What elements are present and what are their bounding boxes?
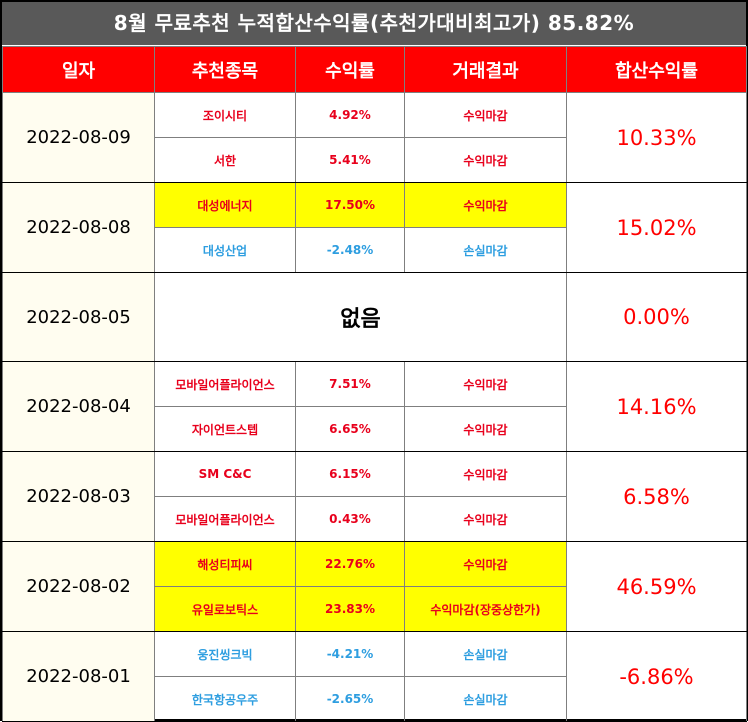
return-rate-cell: 5.41% bbox=[295, 137, 405, 183]
total-return-cell: 46.59% bbox=[566, 541, 747, 632]
stock-name-cell: 웅진씽크빅 bbox=[154, 631, 296, 677]
table-row: 모바일어플라이언스 0.43% 수익마감 bbox=[3, 496, 747, 542]
trade-result-cell: 손실마감 bbox=[404, 631, 567, 677]
column-header-total: 합산수익률 bbox=[566, 46, 747, 93]
date-cell: 2022-08-03 bbox=[2, 451, 155, 542]
table-row: 한국항공우주 -2.65% 손실마감 bbox=[3, 676, 747, 722]
stock-name-cell: 해성티피씨 bbox=[154, 541, 296, 587]
total-return-cell: -6.86% bbox=[566, 631, 747, 722]
date-cell: 2022-08-09 bbox=[2, 92, 155, 183]
return-rate-cell: -2.65% bbox=[295, 676, 405, 722]
no-recommendation-cell: 없음 bbox=[154, 272, 567, 362]
return-rate-cell: 6.15% bbox=[295, 451, 405, 497]
total-return-cell: 6.58% bbox=[566, 451, 747, 542]
table-row: 2022-08-04 모바일어플라이언스 7.51% 수익마감 14.16% bbox=[2, 361, 747, 452]
date-cell: 2022-08-04 bbox=[2, 361, 155, 452]
date-cell: 2022-08-01 bbox=[2, 631, 155, 722]
date-cell: 2022-08-05 bbox=[2, 272, 155, 362]
trade-result-cell: 수익마감 bbox=[404, 541, 567, 587]
total-return-cell: 0.00% bbox=[566, 272, 747, 362]
table-row: 2022-08-09 조이시티 4.92% 수익마감 10.33% bbox=[2, 92, 747, 183]
stock-name-cell: 대성산업 bbox=[154, 227, 296, 273]
trade-result-cell: 수익마감 bbox=[404, 182, 567, 228]
trade-result-cell: 수익마감(장중상한가) bbox=[404, 586, 567, 632]
stock-name-cell: 조이시티 bbox=[154, 92, 296, 138]
table-row: 2022-08-01 웅진씽크빅 -4.21% 손실마감 -6.86% bbox=[2, 631, 747, 722]
table-row: 2022-08-02 해성티피씨 22.76% 수익마감 46.59% bbox=[2, 541, 747, 632]
trade-result-cell: 수익마감 bbox=[404, 137, 567, 183]
trade-result-cell: 수익마감 bbox=[404, 496, 567, 542]
stock-name-cell: 대성에너지 bbox=[154, 182, 296, 228]
trade-result-cell: 수익마감 bbox=[404, 361, 567, 407]
return-rate-cell: -2.48% bbox=[295, 227, 405, 273]
return-rate-cell: 4.92% bbox=[295, 92, 405, 138]
column-header-date: 일자 bbox=[2, 46, 155, 93]
return-rate-cell: -4.21% bbox=[295, 631, 405, 677]
table-body: 2022-08-09 조이시티 4.92% 수익마감 10.33% 서한 5.41% 수익마감… bbox=[2, 92, 747, 722]
total-return-cell: 14.16% bbox=[566, 361, 747, 452]
return-rate-cell: 7.51% bbox=[295, 361, 405, 407]
stock-name-cell: 한국항공우주 bbox=[154, 676, 296, 722]
stock-name-cell: 자이언트스텝 bbox=[154, 406, 296, 452]
table-row: 유일로보틱스 23.83% 수익마감(장중상한가) bbox=[3, 586, 747, 632]
table-row: 2022-08-08 대성에너지 17.50% 수익마감 15.02% bbox=[2, 182, 747, 273]
table-row: 대성산업 -2.48% 손실마감 bbox=[3, 227, 747, 273]
date-cell: 2022-08-08 bbox=[2, 182, 155, 273]
stock-name-cell: 모바일어플라이언스 bbox=[154, 496, 296, 542]
return-rate-cell: 6.65% bbox=[295, 406, 405, 452]
return-rate-cell: 0.43% bbox=[295, 496, 405, 542]
trade-result-cell: 수익마감 bbox=[404, 451, 567, 497]
stock-name-cell: 모바일어플라이언스 bbox=[154, 361, 296, 407]
return-rate-cell: 22.76% bbox=[295, 541, 405, 587]
column-header-rate: 수익률 bbox=[295, 46, 405, 93]
trade-result-cell: 손실마감 bbox=[404, 676, 567, 722]
table-row: 자이언트스텝 6.65% 수익마감 bbox=[3, 406, 747, 452]
total-return-cell: 15.02% bbox=[566, 182, 747, 273]
results-table: 일자 추천종목 수익률 거래결과 합산수익률 2022-08-09 조이시티 4.9… bbox=[2, 46, 747, 722]
stock-name-cell: 유일로보틱스 bbox=[154, 586, 296, 632]
page-title: 8월 무료추천 누적합산수익률(추천가대비최고가) 85.82% bbox=[2, 2, 746, 45]
header-row: 일자 추천종목 수익률 거래결과 합산수익률 bbox=[2, 46, 747, 93]
return-rate-cell: 17.50% bbox=[295, 182, 405, 228]
total-return-cell: 10.33% bbox=[566, 92, 747, 183]
stock-name-cell: SM C&C bbox=[154, 451, 296, 497]
return-rate-cell: 23.83% bbox=[295, 586, 405, 632]
column-header-stock: 추천종목 bbox=[154, 46, 296, 93]
trade-result-cell: 수익마감 bbox=[404, 406, 567, 452]
trade-result-cell: 수익마감 bbox=[404, 92, 567, 138]
table-row: 서한 5.41% 수익마감 bbox=[3, 137, 747, 183]
trade-result-cell: 손실마감 bbox=[404, 227, 567, 273]
column-header-result: 거래결과 bbox=[404, 46, 567, 93]
table-row: 2022-08-05 없음 0.00% bbox=[2, 272, 747, 362]
table-row: 2022-08-03 SM C&C 6.15% 수익마감 6.58% bbox=[2, 451, 747, 542]
stock-name-cell: 서한 bbox=[154, 137, 296, 183]
date-cell: 2022-08-02 bbox=[2, 541, 155, 632]
